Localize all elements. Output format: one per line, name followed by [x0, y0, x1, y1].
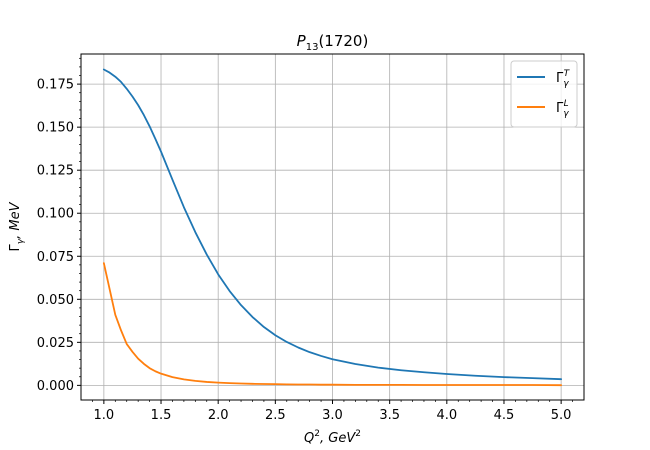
x-tick-label: 3.5: [379, 408, 400, 423]
legend: ΓγT ΓγL: [510, 60, 578, 128]
x-tick-label: 5.0: [551, 408, 572, 423]
y-axis-label: Γγ, MeV: [8, 201, 26, 251]
y-tick-label: 0.050: [37, 293, 74, 308]
series-line-transverse: [102, 68, 563, 381]
x-tick-label: 1.5: [151, 408, 172, 423]
y-tick-label: 0.100: [37, 207, 74, 222]
y-tick-label: 0.025: [37, 336, 74, 351]
series-group: [102, 68, 563, 387]
x-axis-ticks: 1.0 1.5 2.0 2.5 3.0 3.5 4.0 4.5 5.0: [92, 400, 573, 423]
x-tick-label: 4.5: [494, 408, 515, 423]
x-tick-label: 2.5: [265, 408, 286, 423]
series-line-longitudinal: [102, 262, 563, 387]
chart-title: P13(1720): [297, 32, 369, 53]
x-tick-label: 4.0: [436, 408, 457, 423]
y-tick-label: 0.075: [37, 250, 74, 265]
y-tick-label: 0.125: [37, 164, 74, 179]
x-tick-label: 3.0: [322, 408, 343, 423]
legend-label-longitudinal: ΓγL: [556, 99, 569, 119]
y-tick-label: 0.000: [37, 379, 74, 394]
x-tick-label: 2.0: [208, 408, 229, 423]
y-tick-label: 0.150: [37, 121, 74, 136]
y-axis-ticks: 0.000 0.025 0.050 0.075 0.100 0.125 0.150 0.175: [37, 57, 81, 394]
x-axis-label: Q2, GeV2: [304, 429, 361, 446]
legend-label-transverse: ΓγT: [556, 69, 571, 89]
y-tick-label: 0.175: [37, 78, 74, 93]
x-tick-label: 1.0: [94, 408, 115, 423]
